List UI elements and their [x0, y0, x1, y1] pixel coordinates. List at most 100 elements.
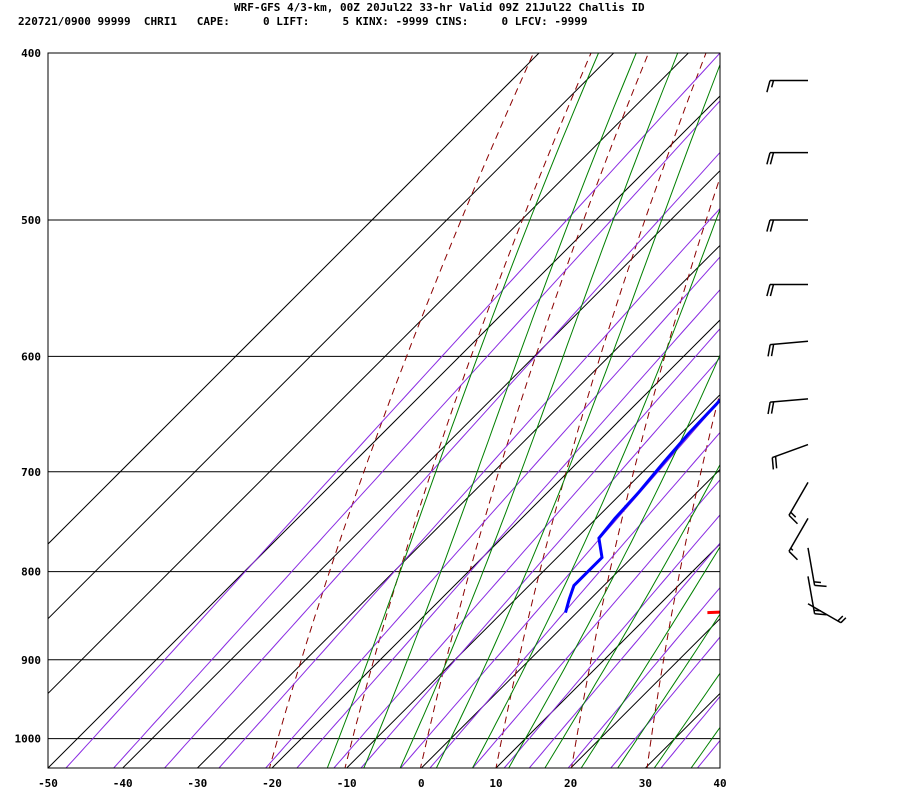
mixing-ratio-line — [218, 207, 720, 768]
x-tick-label: 40 — [713, 777, 726, 790]
wind-barb-full — [774, 456, 778, 469]
mixing-ratio-line — [360, 357, 720, 768]
isotherm — [196, 244, 720, 768]
isotherm — [719, 767, 720, 768]
wind-barb-full — [814, 584, 827, 588]
wind-barb-staff — [772, 443, 809, 459]
isotherm — [345, 393, 720, 768]
mixing-ratio-line — [113, 100, 720, 768]
isotherm — [48, 95, 720, 768]
wind-barb-half — [813, 581, 822, 584]
wind-barb — [767, 398, 809, 415]
wind-barb — [807, 603, 847, 624]
wind-barb-half — [837, 615, 844, 622]
moist-adiabat — [326, 53, 600, 768]
dry-adiabat — [646, 390, 720, 768]
dry-adiabat — [797, 34, 900, 782]
dry-adiabat — [570, 176, 720, 768]
mixing-ratio-line — [429, 431, 720, 768]
wind-barb-full — [766, 219, 771, 232]
dry-adiabat — [873, 34, 900, 782]
wind-barb-full — [769, 284, 775, 297]
mixing-ratio-line — [333, 327, 720, 768]
mixing-ratio-line — [296, 288, 720, 768]
wind-barb — [807, 547, 827, 588]
moist-adiabat — [544, 463, 720, 768]
wind-barb-full — [814, 613, 827, 616]
wind-barb-full — [788, 550, 799, 561]
isotherm — [48, 53, 615, 620]
y-tick-label: 900 — [21, 654, 41, 667]
dry-adiabat — [419, 53, 650, 768]
wind-barb-full — [766, 284, 771, 297]
wind-barb-staff — [788, 518, 809, 552]
wind-barb-tick — [790, 547, 794, 551]
profile-trace-2 — [564, 397, 720, 613]
mixing-ratio-line — [265, 256, 720, 768]
mixing-ratio-line — [567, 586, 720, 768]
wind-barb-full — [766, 80, 771, 93]
moist-adiabat — [399, 53, 679, 768]
dry-adiabat — [344, 53, 592, 768]
mixing-ratio-line — [503, 514, 720, 768]
moist-adiabat — [363, 53, 637, 768]
wind-barbs — [766, 79, 847, 624]
wind-barb — [766, 219, 808, 232]
sounding-stats-line: 220721/0900 99999 CHRI1 CAPE: 0 LIFT: 5 … — [18, 15, 588, 28]
moist-adiabat — [617, 613, 720, 768]
moist-adiabat — [754, 34, 900, 782]
mixing-ratio-line — [696, 739, 720, 768]
wind-barb — [766, 151, 808, 165]
isotherm — [271, 319, 720, 768]
axis-labels: 400 500 600 700 800 900 1000 -50 -40 -30 -20 -10 0 10… — [15, 47, 727, 790]
moist-adiabat — [653, 672, 720, 768]
wind-barb-staff — [770, 340, 809, 346]
mixing-ratio-line — [65, 53, 720, 768]
wind-barb — [767, 340, 809, 357]
background-lines — [48, 34, 900, 782]
y-tick-label: 800 — [21, 566, 41, 579]
plot-frame — [47, 52, 721, 769]
mixing-ratio-line — [400, 399, 720, 768]
x-tick-label: 10 — [489, 777, 502, 790]
wind-barb-half — [790, 511, 797, 518]
moist-adiabat — [718, 34, 900, 782]
wind-barb-full — [788, 514, 799, 525]
wind-barb — [771, 443, 809, 470]
wind-barb-full — [769, 152, 775, 165]
wind-barb — [788, 518, 809, 561]
moist-adiabat — [580, 546, 720, 768]
wind-barb-staff — [807, 603, 842, 624]
wind-barb-full — [767, 344, 771, 357]
wind-barb-full — [766, 152, 771, 165]
wind-barb-staff — [788, 481, 809, 516]
wind-barb — [766, 283, 808, 297]
moist-adiabat — [508, 353, 720, 768]
wind-barb-full — [767, 402, 771, 415]
mixing-ratio-line — [660, 695, 720, 768]
mixing-ratio-line — [472, 479, 720, 768]
x-tick-label: -20 — [262, 777, 282, 790]
isotherm — [569, 617, 720, 768]
x-tick-label: -50 — [38, 777, 58, 790]
mixing-ratio-line — [610, 636, 720, 768]
sounding-title: WRF-GFS 4/3-km, 00Z 20Jul22 33-hr Valid … — [234, 1, 645, 14]
wind-barb-half — [770, 80, 775, 88]
profile-traces — [564, 397, 720, 615]
wind-barb-staff — [770, 398, 809, 403]
x-tick-label: 0 — [418, 777, 425, 790]
x-tick-label: 20 — [564, 777, 577, 790]
dry-adiabat — [495, 53, 707, 768]
x-tick-label: -10 — [337, 777, 357, 790]
wind-barb-full — [769, 219, 775, 232]
wind-barb-staff — [807, 547, 816, 586]
y-tick-label: 500 — [21, 214, 41, 227]
mixing-ratio-line — [739, 34, 900, 782]
isotherm — [420, 468, 720, 768]
y-tick-label: 600 — [21, 350, 41, 363]
dry-adiabat — [721, 34, 884, 782]
x-tick-label: -40 — [113, 777, 133, 790]
moist-adiabat — [435, 63, 720, 768]
dry-adiabat — [268, 53, 535, 768]
